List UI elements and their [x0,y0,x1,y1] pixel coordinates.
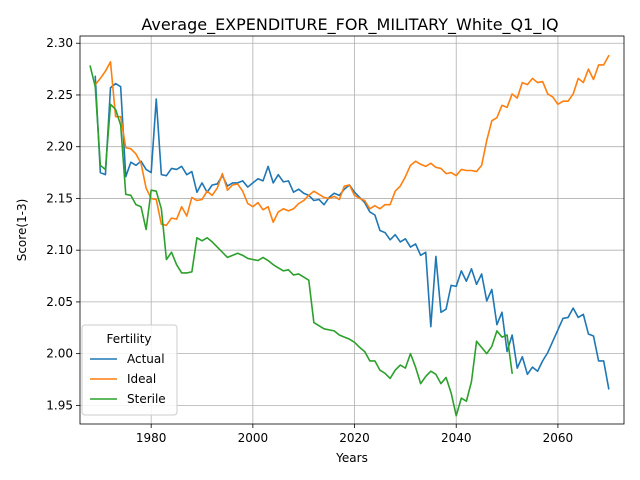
x-axis-ticks: 1980 2000 2020 2040 2060 [136,424,573,445]
x-tick-label: 2040 [441,431,472,445]
legend-items: Actual Ideal Sterile [90,352,166,406]
y-tick-label: 2.20 [46,140,73,154]
legend-label-sterile: Sterile [127,392,166,406]
y-tick-label: 2.10 [46,243,73,257]
legend-label-actual: Actual [127,352,165,366]
series-line-sterile [89,65,513,417]
y-tick-label: 2.30 [46,36,73,50]
x-tick-label: 1980 [136,431,167,445]
series-line-ideal [94,54,610,227]
legend-label-ideal: Ideal [127,372,156,386]
plot-area-frame [79,35,625,425]
y-tick-label: 2.25 [46,88,73,102]
legend-box [81,324,178,416]
x-axis-label: Years [335,451,368,465]
series-lines [89,54,610,417]
chart-title: Average_EXPENDITURE_FOR_MILITARY_White_Q… [141,15,558,35]
y-tick-label: 2.05 [46,295,73,309]
y-tick-label: 2.15 [46,191,73,205]
y-axis-ticks: 1.95 2.00 2.05 2.10 2.15 2.20 2.25 2.30 [46,36,80,412]
x-tick-label: 2060 [543,431,574,445]
x-tick-label: 2020 [339,431,370,445]
y-tick-label: 1.95 [46,398,73,412]
y-axis-label: Score(1-3) [15,199,29,262]
legend: Fertility Actual Ideal Sterile [81,324,178,416]
legend-title: Fertility [106,332,151,346]
x-tick-label: 2000 [238,431,269,445]
y-tick-label: 2.00 [46,347,73,361]
